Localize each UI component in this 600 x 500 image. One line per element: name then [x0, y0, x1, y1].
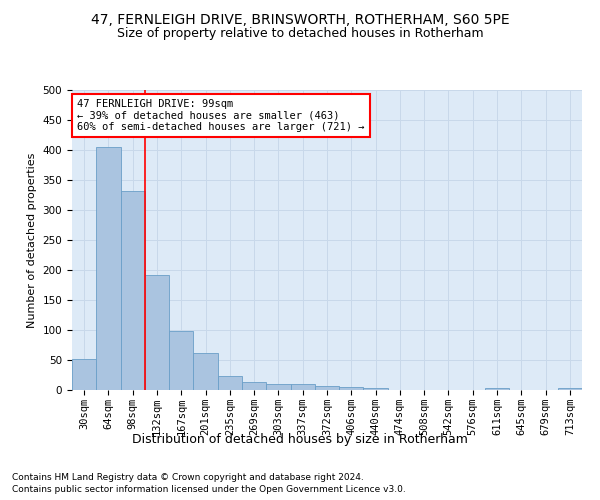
Y-axis label: Number of detached properties: Number of detached properties — [27, 152, 37, 328]
Text: 47, FERNLEIGH DRIVE, BRINSWORTH, ROTHERHAM, S60 5PE: 47, FERNLEIGH DRIVE, BRINSWORTH, ROTHERH… — [91, 12, 509, 26]
Bar — [315, 386, 339, 390]
Bar — [218, 376, 242, 390]
Text: Size of property relative to detached houses in Rotherham: Size of property relative to detached ho… — [116, 28, 484, 40]
Bar — [558, 388, 582, 390]
Text: Contains public sector information licensed under the Open Government Licence v3: Contains public sector information licen… — [12, 485, 406, 494]
Bar — [72, 359, 96, 390]
Text: 47 FERNLEIGH DRIVE: 99sqm
← 39% of detached houses are smaller (463)
60% of semi: 47 FERNLEIGH DRIVE: 99sqm ← 39% of detac… — [77, 99, 365, 132]
Bar — [96, 147, 121, 390]
Bar — [485, 388, 509, 390]
Bar — [290, 384, 315, 390]
Text: Distribution of detached houses by size in Rotherham: Distribution of detached houses by size … — [132, 432, 468, 446]
Bar — [193, 353, 218, 390]
Bar — [339, 387, 364, 390]
Bar — [242, 382, 266, 390]
Bar — [364, 388, 388, 390]
Text: Contains HM Land Registry data © Crown copyright and database right 2024.: Contains HM Land Registry data © Crown c… — [12, 472, 364, 482]
Bar — [145, 275, 169, 390]
Bar — [266, 384, 290, 390]
Bar — [121, 191, 145, 390]
Bar — [169, 330, 193, 390]
